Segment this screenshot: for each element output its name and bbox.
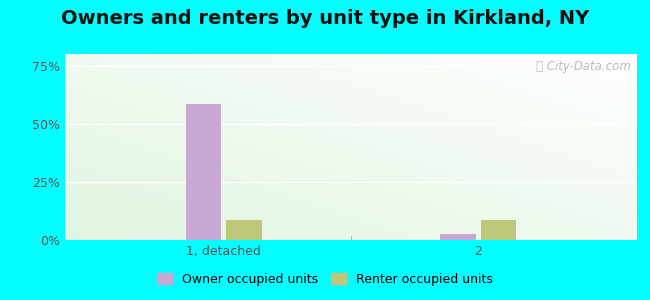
Bar [186, 104, 222, 240]
Text: Ⓢ City-Data.com: Ⓢ City-Data.com [536, 60, 631, 73]
Bar [226, 220, 262, 240]
Text: Owners and renters by unit type in Kirkland, NY: Owners and renters by unit type in Kirkl… [61, 9, 589, 28]
Bar [480, 220, 516, 240]
Legend: Owner occupied units, Renter occupied units: Owner occupied units, Renter occupied un… [152, 268, 498, 291]
Bar [440, 234, 476, 240]
